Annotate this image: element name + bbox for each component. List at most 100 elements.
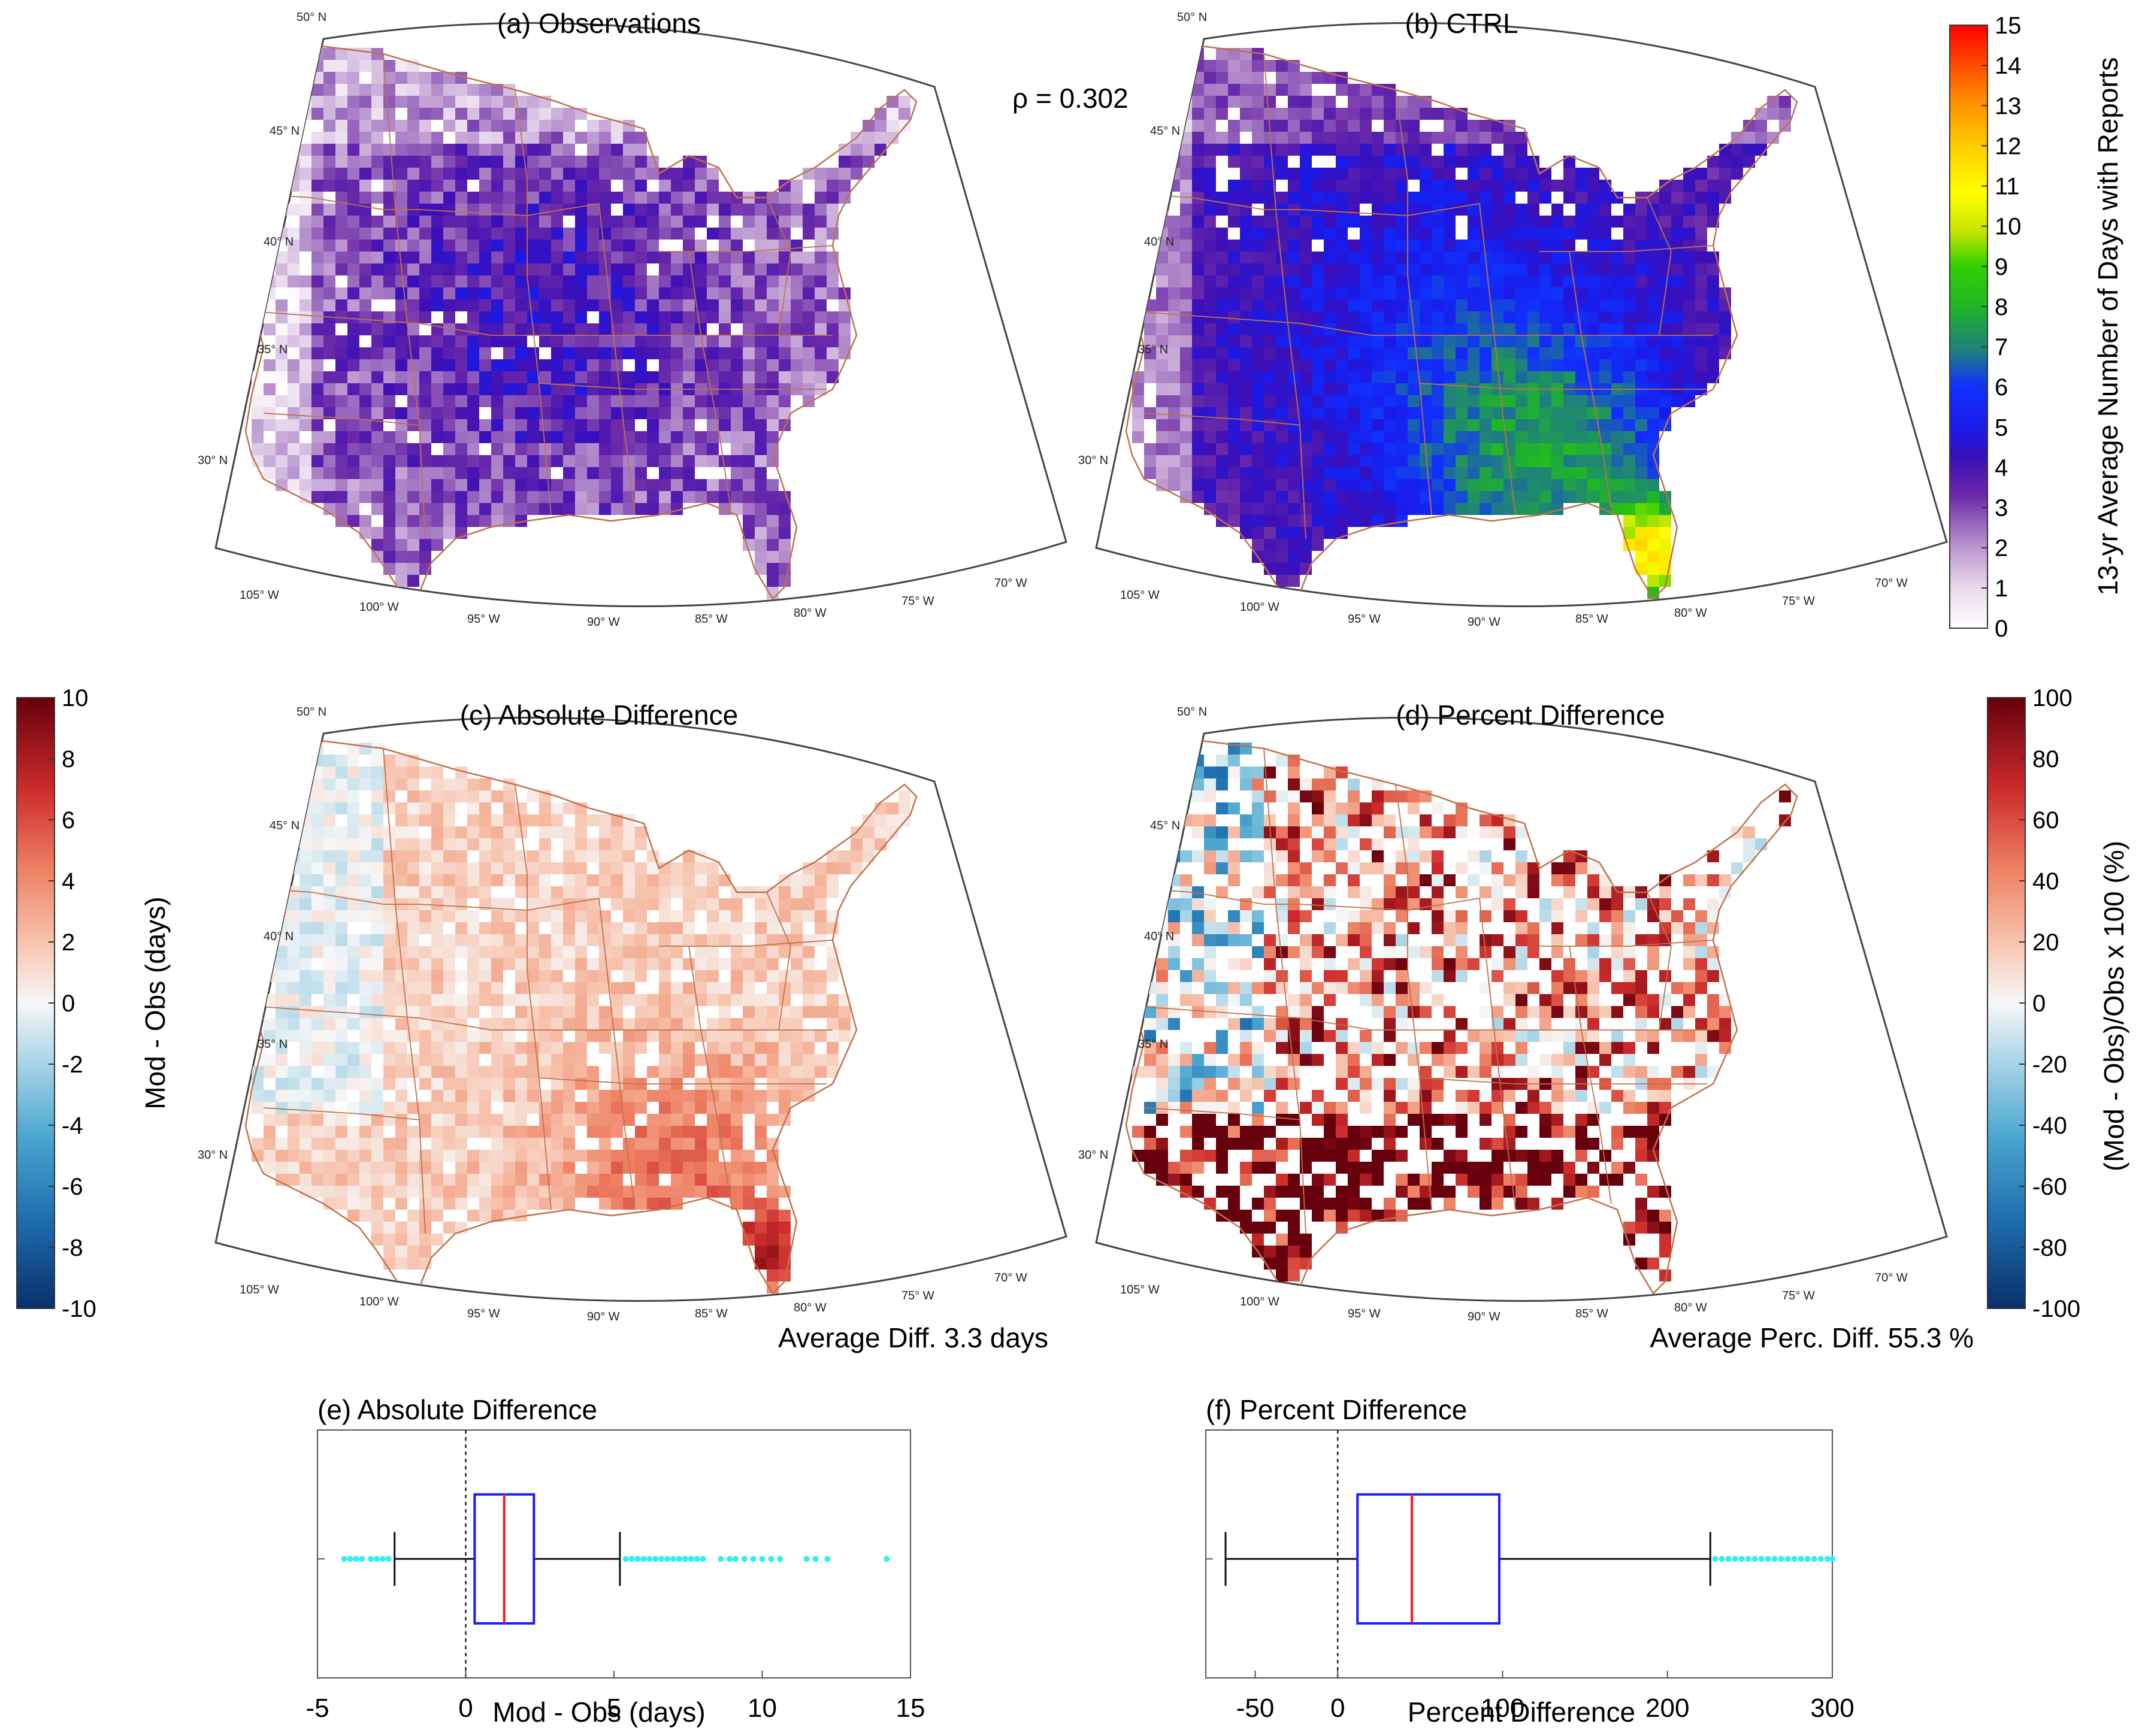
grid-cell xyxy=(1360,371,1372,383)
grid-cell xyxy=(527,1198,539,1210)
grid-cell xyxy=(683,850,695,862)
grid-cell xyxy=(371,862,383,874)
grid-cell xyxy=(1396,419,1408,431)
grid-cell xyxy=(683,1030,695,1042)
grid-cell xyxy=(228,814,240,826)
grid-cell xyxy=(563,144,575,156)
grid-cell xyxy=(1515,275,1527,287)
grid-cell xyxy=(1216,144,1228,156)
grid-cell xyxy=(479,850,491,862)
grid-cell xyxy=(515,311,527,323)
grid-cell xyxy=(1144,335,1156,347)
grid-cell xyxy=(515,1198,527,1210)
grid-cell xyxy=(695,479,707,491)
grid-cell xyxy=(1456,503,1468,515)
grid-cell xyxy=(1480,419,1492,431)
grid-cell xyxy=(623,1090,635,1102)
grid-cell xyxy=(1384,252,1396,263)
grid-cell xyxy=(767,359,779,371)
grid-cell xyxy=(455,1126,467,1138)
grid-cell xyxy=(1539,419,1551,431)
grid-cell xyxy=(395,1018,407,1030)
grid-cell xyxy=(311,467,323,479)
grid-cell xyxy=(1276,311,1288,323)
grid-cell xyxy=(551,503,563,515)
grid-cell xyxy=(1216,503,1228,515)
grid-cell xyxy=(719,228,731,240)
grid-cell xyxy=(683,1174,695,1186)
grid-cell xyxy=(563,1114,575,1126)
grid-cell xyxy=(503,323,515,335)
grid-cell xyxy=(779,192,791,204)
grid-cell xyxy=(323,60,335,72)
grid-cell xyxy=(443,311,455,323)
grid-cell xyxy=(1300,455,1312,467)
grid-cell xyxy=(419,240,431,252)
grid-cell xyxy=(467,168,479,180)
grid-cell xyxy=(347,299,359,311)
grid-cell xyxy=(347,431,359,443)
grid-cell xyxy=(755,1162,767,1174)
grid-cell xyxy=(743,970,755,982)
grid-cell xyxy=(1360,192,1372,204)
grid-cell xyxy=(1168,443,1180,455)
grid-cell xyxy=(1384,419,1396,431)
grid-cell xyxy=(731,335,743,347)
grid-cell xyxy=(323,48,335,60)
grid-cell xyxy=(1456,383,1468,395)
grid-cell xyxy=(671,287,683,299)
grid-cell xyxy=(359,1198,371,1210)
grid-cell xyxy=(1659,371,1671,383)
grid-cell xyxy=(1444,132,1456,144)
grid-cell xyxy=(395,802,407,814)
grid-cell xyxy=(827,994,839,1006)
grid-cell xyxy=(443,1222,455,1234)
grid-cell xyxy=(815,216,827,228)
grid-cell xyxy=(527,1006,539,1018)
grid-cell xyxy=(743,275,755,287)
grid-cell xyxy=(1575,359,1587,371)
grid-cell xyxy=(1563,252,1575,263)
grid-cell xyxy=(515,862,527,874)
grid-cell xyxy=(1468,275,1480,287)
grid-cell xyxy=(467,1030,479,1042)
grid-cell xyxy=(288,743,299,755)
grid-cell xyxy=(1707,299,1719,311)
grid-cell xyxy=(527,790,539,802)
grid-cell xyxy=(635,275,647,287)
grid-cell xyxy=(288,982,299,994)
grid-cell xyxy=(299,383,311,395)
grid-cell xyxy=(839,168,851,180)
grid-cell xyxy=(383,359,395,371)
grid-cell xyxy=(767,1174,779,1186)
grid-cell xyxy=(887,120,898,132)
grid-cell xyxy=(335,755,347,766)
grid-cell xyxy=(515,323,527,335)
grid-cell xyxy=(407,275,419,287)
grid-cell xyxy=(707,419,719,431)
grid-cell xyxy=(671,1138,683,1150)
grid-cell xyxy=(527,814,539,826)
grid-cell xyxy=(335,766,347,778)
grid-cell xyxy=(443,790,455,802)
grid-cell xyxy=(1480,287,1492,299)
grid-cell xyxy=(1120,778,1132,790)
grid-cell xyxy=(1204,228,1216,240)
grid-cell xyxy=(1384,275,1396,287)
grid-cell xyxy=(1192,479,1204,491)
grid-cell xyxy=(299,491,311,503)
grid-cell xyxy=(1468,503,1480,515)
grid-cell xyxy=(839,862,851,874)
grid-cell xyxy=(695,395,707,407)
grid-cell xyxy=(611,1150,623,1162)
grid-cell xyxy=(1204,431,1216,443)
grid-cell xyxy=(647,479,659,491)
grid-cell xyxy=(1408,228,1420,240)
state-boundary xyxy=(538,1077,827,1084)
grid-cell xyxy=(1300,503,1312,515)
grid-cell xyxy=(1156,60,1168,72)
grid-cell xyxy=(695,1174,707,1186)
grid-cell xyxy=(1659,216,1671,228)
grid-cell xyxy=(252,48,264,60)
grid-cell xyxy=(563,922,575,934)
